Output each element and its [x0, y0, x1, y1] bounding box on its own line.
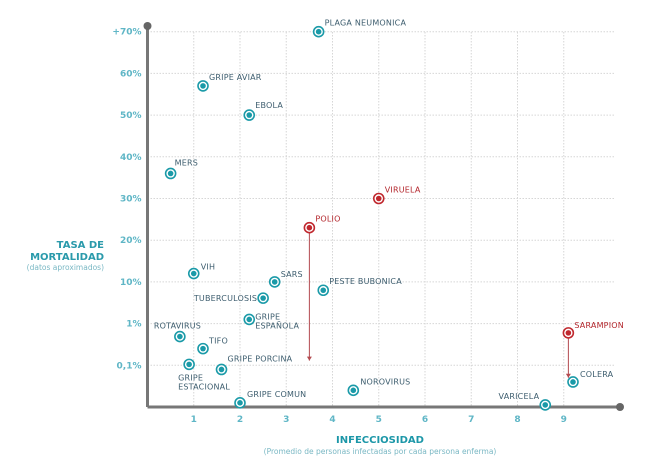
- point-label: EBOLA: [255, 101, 283, 110]
- arrowhead-sarampion: [565, 373, 571, 378]
- point-dot: [320, 287, 327, 294]
- point-polio: POLIO: [303, 215, 340, 234]
- y-tick-label: 40%: [120, 153, 142, 163]
- point-viruela: VIRUELA: [372, 186, 421, 205]
- point-dot: [218, 366, 225, 373]
- x-axis-title: INFECCIOSIDAD (Promedio de personas infe…: [264, 435, 497, 456]
- point-dot: [246, 316, 253, 323]
- point-colera: COLERA: [567, 370, 614, 388]
- point-dot: [350, 387, 357, 394]
- y-tick-label: 30%: [120, 195, 142, 205]
- x-tick-label: 7: [468, 415, 474, 425]
- point-plaga-neumonica: PLAGA NEUMONICA: [312, 19, 407, 38]
- x-tick-label: 8: [514, 415, 520, 425]
- point-dot: [190, 270, 197, 277]
- point-dot: [186, 361, 192, 368]
- arrowhead-polio: [306, 356, 312, 361]
- y-tick-label: +70%: [112, 28, 141, 38]
- y-tick-labels: 0,1% 1% 10% 20% 30% 40% 50% 60% +70%: [112, 28, 141, 372]
- point-label: SARS: [281, 270, 303, 279]
- point-label: VIRUELA: [385, 186, 421, 195]
- point-label: GRIPE: [255, 312, 280, 321]
- y-tick-label: 10%: [120, 278, 142, 288]
- point-label: PESTE BUBONICA: [329, 277, 402, 286]
- point-dot: [315, 28, 322, 35]
- y-tick-label: 50%: [120, 111, 142, 121]
- grid: [147, 31, 614, 407]
- point-label: PLAGA NEUMONICA: [325, 19, 407, 28]
- point-label: GRIPE AVIAR: [209, 73, 262, 82]
- point-peste-bubonica: PESTE BUBONICA: [317, 277, 402, 297]
- point-dot: [375, 195, 382, 202]
- point-label: TIFO: [208, 337, 228, 346]
- point-gripe-comun: GRIPE COMUN: [234, 390, 306, 409]
- point-label: ESPAÑOLA: [255, 320, 299, 330]
- point-dot: [271, 279, 278, 285]
- point-label: ROTAVIRUS: [154, 322, 201, 331]
- point-label: GRIPE PORCINA: [228, 354, 293, 363]
- x-axis-end-dot: [616, 403, 624, 411]
- point-dot: [237, 400, 243, 406]
- point-label: VIH: [201, 263, 215, 272]
- point-label: VARICELA: [499, 392, 540, 401]
- x-tick-label: 5: [376, 415, 382, 425]
- x-tick-label: 3: [283, 415, 289, 425]
- point-mers: MERS: [164, 158, 198, 180]
- x-tick-label: 9: [561, 415, 567, 425]
- point-label: GRIPE COMUN: [247, 390, 306, 399]
- point-dot: [246, 112, 253, 118]
- point-label: MERS: [175, 158, 198, 167]
- arrows: [306, 227, 571, 378]
- point-dot: [167, 170, 174, 177]
- point-dot: [565, 330, 572, 336]
- y-tick-label: 60%: [120, 69, 142, 79]
- point-norovirus: NOROVIRUS: [347, 377, 410, 397]
- point-dot: [260, 295, 266, 301]
- x-tick-labels: 1 2 3 4 5 6 7 8 9: [191, 415, 567, 425]
- point-label: SARAMPION: [574, 321, 624, 330]
- point-dot: [200, 83, 206, 89]
- point-sarampion: SARAMPION: [562, 321, 624, 339]
- point-rotavirus: ROTAVIRUS: [154, 322, 201, 343]
- point-label: COLERA: [580, 370, 614, 379]
- x-title: INFECCIOSIDAD: [336, 435, 424, 446]
- point-label: NOROVIRUS: [360, 377, 410, 386]
- point-dot: [570, 379, 576, 385]
- point-sars: SARS: [268, 270, 303, 288]
- point-tifo: TIFO: [197, 337, 228, 355]
- point-varicela: VARICELA: [499, 392, 552, 411]
- point-ebola: EBOLA: [243, 101, 283, 121]
- y-tick-label: 20%: [120, 236, 142, 246]
- point-gripe-aviar: GRIPE AVIAR: [197, 73, 262, 92]
- point-gripe-porcina: GRIPE PORCINA: [215, 354, 293, 376]
- y-axis-end-dot: [143, 22, 152, 30]
- y-tick-label: 0,1%: [117, 361, 142, 371]
- y-axis-title: TASA DE MORTALIDAD (datos aproximados): [27, 240, 105, 272]
- point-label: ESTACIONAL: [178, 382, 230, 391]
- points: PLAGA NEUMONICA GRIPE AVIAR EBOLA MERS VIRUE…: [154, 19, 624, 411]
- point-dot: [177, 333, 183, 340]
- point-label: TUBERCULOSIS: [193, 294, 257, 303]
- x-tick-label: 6: [422, 415, 428, 425]
- point-dot: [542, 402, 549, 408]
- y-title-line1: TASA DE: [57, 240, 105, 251]
- point-label: POLIO: [315, 215, 340, 224]
- y-subtitle: (datos aproximados): [27, 263, 104, 272]
- point-vih: VIH: [187, 263, 215, 280]
- point-dot: [200, 345, 206, 352]
- y-tick-label: 1%: [126, 320, 141, 330]
- point-dot: [306, 224, 313, 231]
- x-subtitle: (Promedio de personas infectadas por cad…: [264, 447, 497, 456]
- x-tick-label: 4: [329, 415, 335, 425]
- y-title-line2: MORTALIDAD: [30, 252, 104, 263]
- point-tuberculosis: TUBERCULOSIS: [193, 292, 269, 304]
- x-tick-label: 2: [237, 415, 243, 425]
- point-label: GRIPE: [178, 373, 203, 382]
- x-tick-label: 1: [191, 415, 197, 425]
